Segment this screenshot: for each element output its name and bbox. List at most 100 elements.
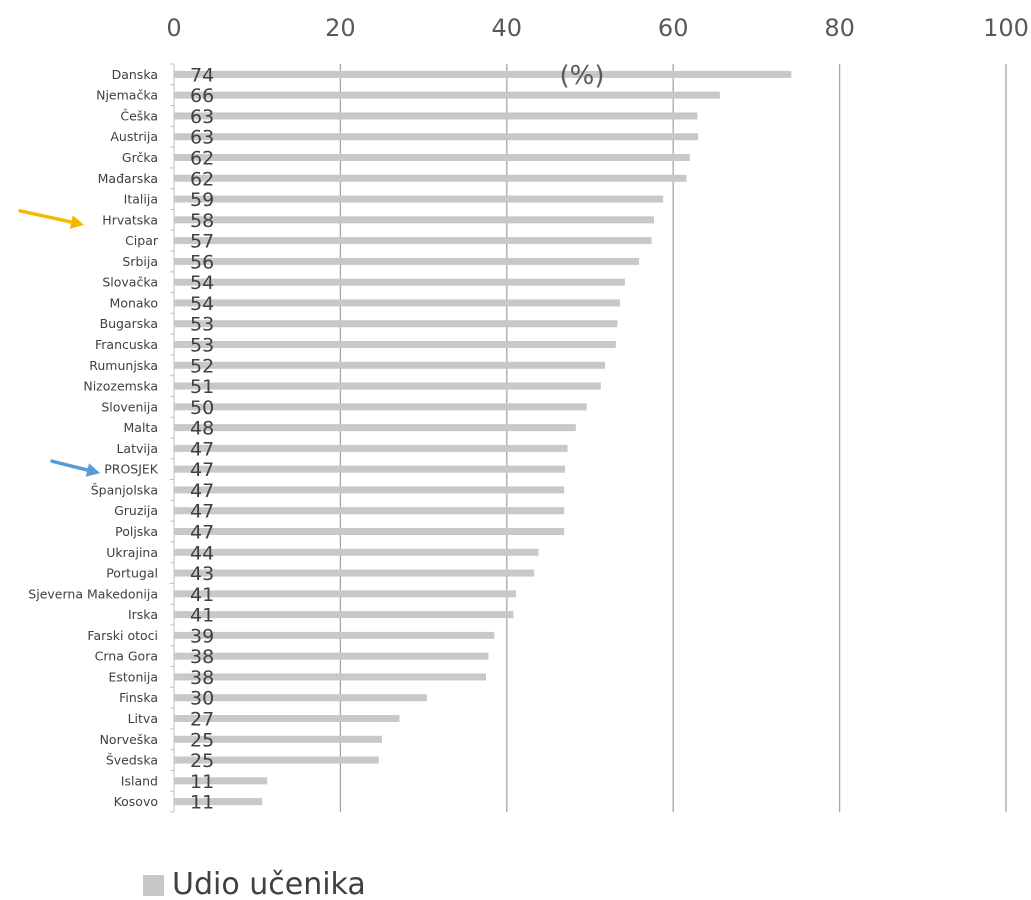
category-label: Malta: [124, 420, 158, 435]
bar: [174, 673, 486, 681]
bar: [174, 154, 690, 161]
category-label: Italija: [124, 192, 158, 207]
category-label: PROSJEK: [104, 462, 159, 477]
category-labels: Danska Njemačka Češka Austrija Grčka Mađarska…: [28, 67, 159, 809]
category-label: Crna Gora: [95, 649, 158, 664]
category-label: Slovenija: [101, 399, 158, 414]
bar: [174, 70, 792, 78]
category-label: Bugarska: [100, 316, 158, 331]
bar: [174, 444, 568, 452]
category-label: Ukrajina: [106, 545, 158, 560]
data-label: 38: [190, 667, 214, 689]
legend-swatch: [143, 875, 164, 896]
data-label: 43: [190, 563, 214, 585]
x-tick-label: 80: [824, 14, 855, 42]
bar: [174, 299, 620, 307]
data-label: 11: [190, 792, 214, 814]
bar: [174, 652, 489, 660]
x-tick-label: 0: [166, 14, 181, 42]
data-label: 25: [190, 750, 214, 772]
bar: [174, 611, 514, 619]
data-label: 56: [190, 251, 214, 273]
data-label: 74: [190, 64, 214, 86]
category-label: Farski otoci: [87, 628, 158, 643]
category-label: Austrija: [110, 129, 158, 144]
x-tick-labels: 0 20 40 60 80 100: [166, 14, 1029, 42]
x-tick-label: 40: [492, 14, 523, 42]
category-label: Norveška: [100, 732, 158, 747]
data-label: 47: [190, 480, 214, 502]
x-tick-label: 60: [658, 14, 689, 42]
axis-unit-label: (%): [560, 61, 605, 91]
bar: [174, 257, 640, 265]
bar: [174, 465, 566, 473]
data-label: 38: [190, 646, 214, 668]
data-label: 27: [190, 709, 214, 731]
category-label: Srbija: [122, 254, 158, 269]
category-label: Švedska: [106, 753, 158, 768]
data-label: 54: [190, 272, 214, 294]
bar: [174, 590, 516, 598]
category-label: Kosovo: [114, 794, 158, 809]
bar: [174, 798, 263, 806]
legend: Udio učenika: [143, 867, 366, 900]
category-label: Poljska: [115, 524, 158, 539]
data-label: 63: [190, 127, 214, 149]
data-label: 39: [190, 625, 214, 647]
category-label: Španjolska: [91, 482, 158, 497]
category-label: Francuska: [95, 337, 158, 352]
bar: [174, 631, 495, 639]
category-label: Finska: [119, 690, 158, 705]
bar: [174, 715, 400, 722]
category-label: Portugal: [106, 566, 158, 581]
bar: [174, 216, 655, 224]
bar: [174, 507, 565, 515]
data-label: 47: [190, 459, 214, 481]
bar: [174, 237, 652, 245]
category-label: Litva: [128, 711, 158, 726]
bar: [174, 278, 625, 286]
data-label: 47: [190, 438, 214, 460]
bar: [174, 735, 382, 743]
highlight-arrow-shaft: [18, 209, 74, 224]
x-tick-label: 100: [983, 14, 1029, 42]
category-label: Hrvatska: [102, 212, 158, 227]
data-label: 25: [190, 729, 214, 751]
bar: [174, 403, 587, 411]
category-label: Danska: [112, 67, 158, 82]
data-label: 41: [190, 584, 214, 606]
data-label: 52: [190, 355, 214, 377]
gridlines: [339, 64, 1007, 812]
bar: [174, 382, 601, 390]
data-label: 62: [190, 168, 214, 190]
category-label: Gruzija: [114, 503, 158, 518]
category-label: Monako: [110, 295, 158, 310]
category-label: Slovačka: [102, 275, 158, 290]
bar: [174, 548, 539, 556]
data-label: 57: [190, 231, 214, 253]
category-label: Rumunjska: [89, 358, 158, 373]
legend-label: Udio učenika: [172, 867, 366, 900]
category-label: Mađarska: [98, 171, 158, 186]
bar: [174, 694, 427, 702]
bar: [174, 486, 565, 494]
bar: [174, 320, 618, 328]
data-label: 51: [190, 376, 214, 398]
bar: [174, 112, 698, 120]
bar: [174, 777, 268, 785]
highlight-arrow-head: [69, 215, 84, 229]
data-labels: 7466636362625958575654545353525150484747…: [190, 64, 214, 813]
data-label: 30: [190, 688, 214, 710]
bar: [174, 195, 664, 203]
bar: [174, 133, 699, 141]
data-label: 54: [190, 293, 214, 315]
data-label: 44: [190, 542, 214, 564]
bars: [174, 70, 792, 806]
category-label: Irska: [128, 607, 158, 622]
data-label: 62: [190, 148, 214, 170]
highlight-arrows: [18, 209, 100, 477]
data-label: 58: [190, 210, 214, 232]
data-label: 66: [190, 85, 214, 107]
data-label: 47: [190, 501, 214, 523]
category-axis-ticks: [170, 63, 174, 813]
